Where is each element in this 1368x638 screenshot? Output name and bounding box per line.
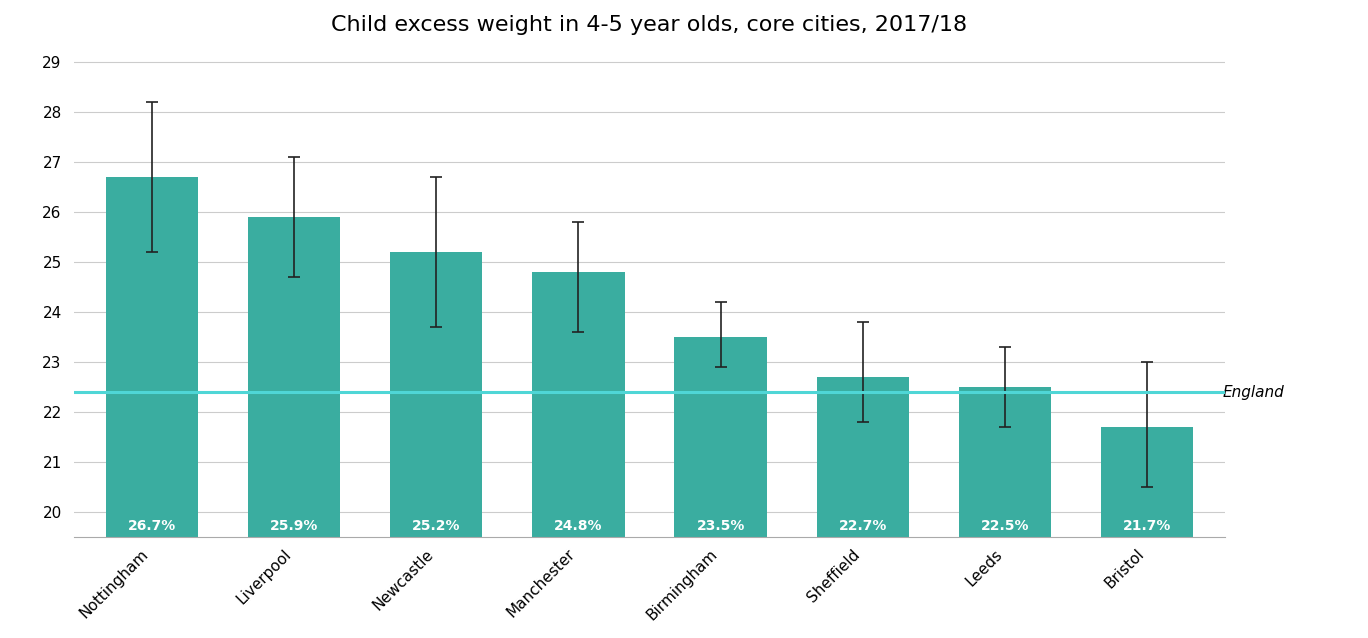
Bar [817, 377, 910, 537]
Text: 22.7%: 22.7% [839, 519, 886, 533]
Text: 21.7%: 21.7% [1123, 519, 1171, 533]
Bar [105, 177, 198, 537]
Text: 25.9%: 25.9% [269, 519, 319, 533]
Text: England: England [1223, 385, 1285, 400]
Text: 25.2%: 25.2% [412, 519, 461, 533]
Text: 24.8%: 24.8% [554, 519, 603, 533]
Title: Child excess weight in 4-5 year olds, core cities, 2017/18: Child excess weight in 4-5 year olds, co… [331, 15, 967, 35]
Bar [390, 252, 483, 537]
Bar [532, 272, 625, 537]
Bar [959, 387, 1051, 537]
Bar [1101, 427, 1193, 537]
Text: 22.5%: 22.5% [981, 519, 1029, 533]
Bar [674, 337, 767, 537]
Text: 23.5%: 23.5% [696, 519, 744, 533]
Bar [248, 217, 341, 537]
Text: 26.7%: 26.7% [127, 519, 176, 533]
